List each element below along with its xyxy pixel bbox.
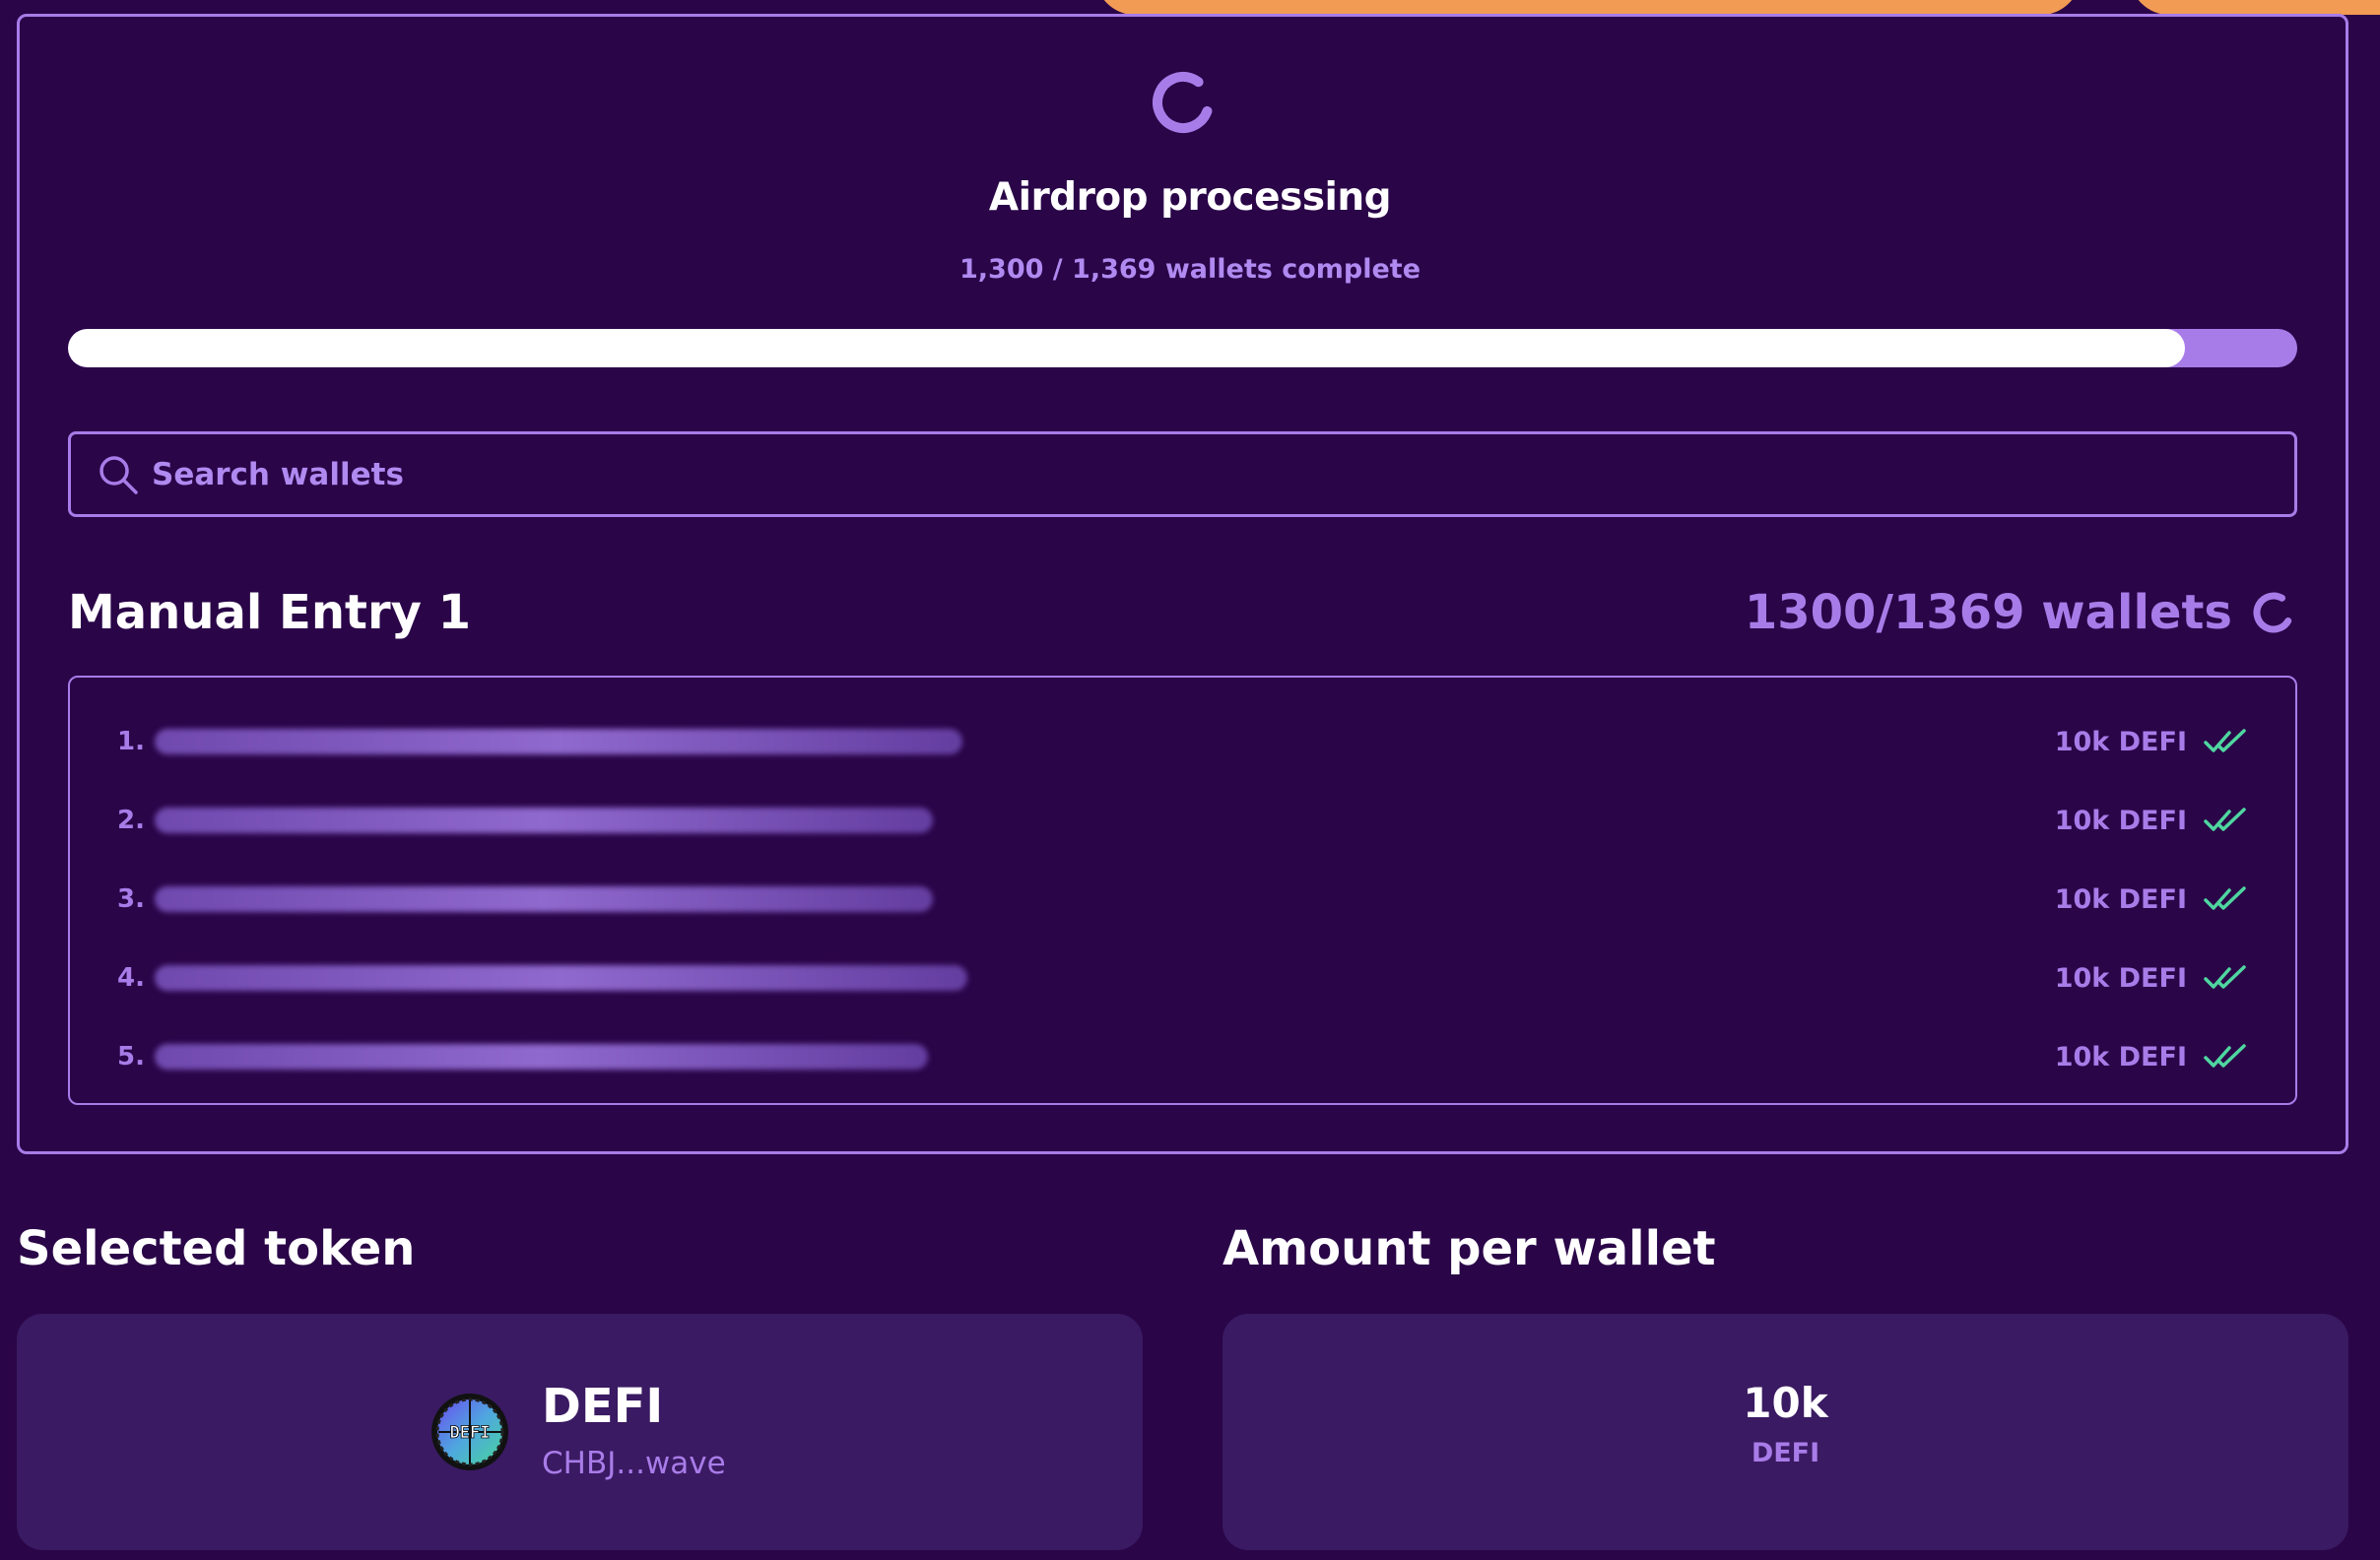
token-address: CHBJ...wave [542, 1446, 726, 1481]
amount-per-wallet-label: Amount per wallet [1223, 1221, 1716, 1276]
processing-title: Airdrop processing [988, 175, 1392, 220]
double-check-icon [2204, 886, 2246, 910]
token-logo-text: DEFI [450, 1423, 491, 1443]
defi-token-logo: DEFI [431, 1394, 508, 1470]
amount-unit: DEFI [1751, 1438, 1820, 1468]
wallet-index: 4. [117, 963, 145, 993]
wallet-index: 1. [117, 727, 145, 756]
wallet-address-redacted [155, 965, 967, 991]
wallet-amount: 10k DEFI [2054, 726, 2187, 757]
wallet-amount: 10k DEFI [2054, 1041, 2187, 1072]
list-item[interactable]: 5. 10k DEFI [70, 1027, 2295, 1086]
entry-count-label: 1300/1369 wallets [1744, 585, 2232, 640]
double-check-icon [2204, 729, 2246, 752]
list-item[interactable]: 3. 10k DEFI [70, 870, 2295, 929]
amount-per-wallet-card[interactable]: 10k DEFI [1223, 1314, 2348, 1550]
wallet-amount: 10k DEFI [2054, 805, 2187, 836]
list-item[interactable]: 4. 10k DEFI [70, 948, 2295, 1008]
spinner-icon [2253, 592, 2294, 633]
wallet-index: 5. [117, 1042, 145, 1072]
wallet-address-redacted [155, 1044, 928, 1070]
amount-value: 10k [1743, 1379, 1828, 1427]
double-check-icon [2204, 965, 2246, 989]
selected-token-label: Selected token [17, 1221, 416, 1276]
wallet-address-redacted [155, 729, 962, 754]
orange-tab[interactable] [1095, 0, 2081, 15]
top-tab-strip [0, 0, 2380, 16]
double-check-icon [2204, 1044, 2246, 1068]
progress-fill [68, 329, 2185, 367]
list-item[interactable]: 2. 10k DEFI [70, 791, 2295, 850]
wallet-index: 2. [117, 806, 145, 835]
wallet-list: 1. 10k DEFI 2. 10k DEFI 3. 10k DEFI 4. 1… [68, 676, 2297, 1105]
search-input[interactable] [152, 456, 2220, 492]
progress-bar [68, 329, 2297, 367]
airdrop-progress-panel [17, 14, 2348, 1154]
wallet-address-redacted [155, 808, 933, 833]
double-check-icon [2204, 808, 2246, 831]
search-box[interactable] [68, 431, 2297, 517]
spinner-icon [1153, 72, 1214, 133]
orange-tab-secondary[interactable] [2130, 0, 2380, 15]
list-item[interactable]: 1. 10k DEFI [70, 712, 2295, 771]
token-name: DEFI [542, 1379, 664, 1434]
search-icon [99, 455, 138, 494]
selected-token-card[interactable]: DEFI DEFI CHBJ...wave [17, 1314, 1143, 1550]
wallet-index: 3. [117, 884, 145, 914]
entry-title: Manual Entry 1 [68, 585, 472, 640]
entry-count: 1300/1369 wallets [1745, 585, 2297, 640]
processing-subtitle: 1,300 / 1,369 wallets complete [959, 254, 1421, 285]
wallet-address-redacted [155, 886, 933, 912]
wallet-amount: 10k DEFI [2054, 962, 2187, 994]
wallet-amount: 10k DEFI [2054, 883, 2187, 915]
